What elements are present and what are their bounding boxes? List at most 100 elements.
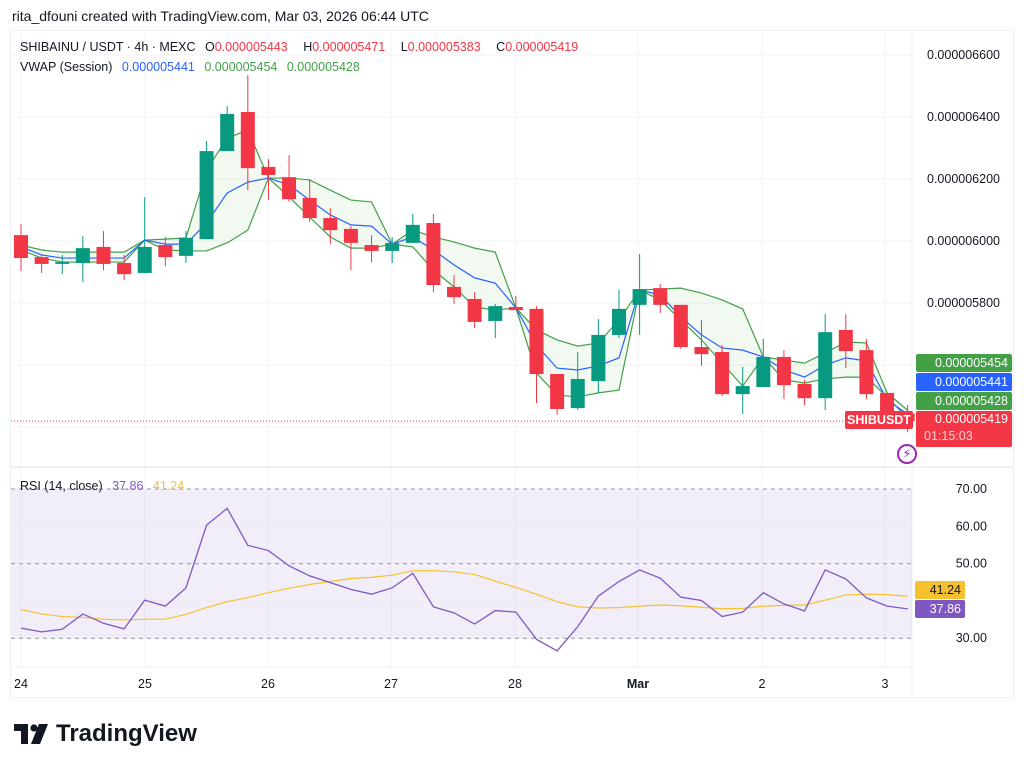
rsi-ma-value: 41.24 (152, 479, 185, 493)
candle (220, 106, 235, 152)
candle-body (323, 218, 338, 231)
candle-body (838, 329, 853, 352)
candle (673, 304, 688, 349)
low-value: 0.000005383 (407, 40, 481, 54)
vwap-title[interactable]: VWAP (Session) (20, 60, 113, 74)
candle (653, 284, 668, 313)
candle (838, 314, 853, 369)
vwap-band-fill (21, 130, 908, 419)
candle (199, 140, 214, 240)
vwap-lower-band-line (20, 177, 909, 419)
candle (137, 196, 152, 273)
candle (14, 223, 28, 272)
candle (859, 338, 874, 400)
candle (880, 392, 895, 414)
price-axis-label: 0.000006600 (927, 48, 1000, 62)
candle-body (199, 151, 214, 240)
lightning-alert-icon[interactable]: ⚡︎ (897, 444, 917, 464)
candle-body (117, 263, 132, 275)
candle (364, 235, 379, 263)
candle-body (756, 356, 771, 388)
time-axis-label: 25 (138, 677, 152, 691)
symbol-legend: SHIBAINU / USDT · 4h · MEXC O0.000005443… (20, 40, 590, 54)
candle (385, 236, 400, 264)
rsi-title[interactable]: RSI (14, close) (20, 479, 103, 493)
last-price-tag: 0.000005419 01:15:03 (916, 411, 1012, 447)
chart-frame (10, 30, 1014, 698)
candle-body (137, 246, 152, 273)
price-axis-label: 0.000006200 (927, 172, 1000, 186)
candle (611, 289, 626, 339)
candle-body (859, 350, 874, 395)
vwap-lower-tag: 0.000005428 (916, 392, 1012, 410)
candle (776, 350, 791, 400)
candle-body (405, 224, 420, 243)
vwap-upper-tag: 0.000005454 (916, 354, 1012, 372)
candle-body (75, 248, 90, 264)
candle-body (715, 351, 730, 395)
high-value: 0.000005471 (312, 40, 386, 54)
price-axis-label: 0.000005800 (927, 296, 1000, 310)
candle (282, 155, 297, 202)
rsi-tag-bg (915, 600, 965, 618)
candle-body (797, 383, 812, 399)
candle-body (282, 177, 297, 200)
vwap-value: 0.000005441 (121, 60, 195, 74)
rsi-axis-label: 70.00 (956, 482, 987, 496)
symbol-title[interactable]: SHIBAINU / USDT · 4h · MEXC (20, 40, 196, 54)
vwap-tag: 0.000005441 (916, 373, 1012, 391)
candle (96, 231, 111, 271)
candle (261, 159, 276, 201)
brand-name: TradingView (56, 720, 197, 747)
vwap-legend: VWAP (Session) 0.000005441 0.000005454 0… (20, 60, 366, 74)
time-axis-label: 24 (14, 677, 28, 691)
candle-body (467, 298, 482, 322)
vwap-line (20, 177, 909, 415)
candle-body (776, 356, 791, 386)
candle (508, 295, 523, 311)
rsi-axis-label: 60.00 (956, 519, 987, 533)
candle-body (385, 242, 400, 251)
candle (818, 314, 833, 410)
rsi-tag: 37.86 (930, 602, 961, 616)
candle-body (880, 392, 895, 414)
candle (735, 366, 750, 414)
candle (447, 275, 462, 304)
time-axis-label: 26 (261, 677, 275, 691)
candle (694, 320, 709, 366)
candle (715, 345, 730, 396)
candle-body (550, 373, 565, 410)
candle (55, 254, 70, 275)
candle (343, 226, 358, 271)
rsi-ma-line (20, 570, 908, 621)
candle-body (508, 307, 523, 311)
candle (426, 214, 441, 293)
candle (117, 254, 132, 281)
candle-body (694, 347, 709, 355)
candle-body (735, 386, 750, 395)
candle-body (178, 237, 193, 256)
candle (178, 231, 193, 264)
vwap-lower-value: 0.000005428 (286, 60, 360, 74)
candle-body (570, 378, 585, 409)
candle (323, 208, 338, 245)
candle (570, 351, 585, 410)
rsi-line (20, 507, 908, 652)
candle-body (96, 246, 111, 264)
bar-countdown: 01:15:03 (924, 429, 973, 443)
candle-body (261, 166, 276, 175)
candle-body (302, 197, 317, 219)
candle-body (343, 228, 358, 243)
tradingview-logo-icon (14, 724, 48, 744)
candle (240, 75, 255, 191)
candle-body (14, 235, 28, 259)
price-axis-label: 0.000006400 (927, 110, 1000, 124)
symbol-price-tag: SHIBUSDT (845, 411, 913, 429)
tradingview-logo[interactable]: TradingView (14, 720, 197, 748)
rsi-axis-label: 50.00 (956, 557, 987, 571)
candle (488, 303, 503, 339)
candle-body (426, 223, 441, 286)
candle-body (653, 288, 668, 305)
candle-body (488, 306, 503, 321)
